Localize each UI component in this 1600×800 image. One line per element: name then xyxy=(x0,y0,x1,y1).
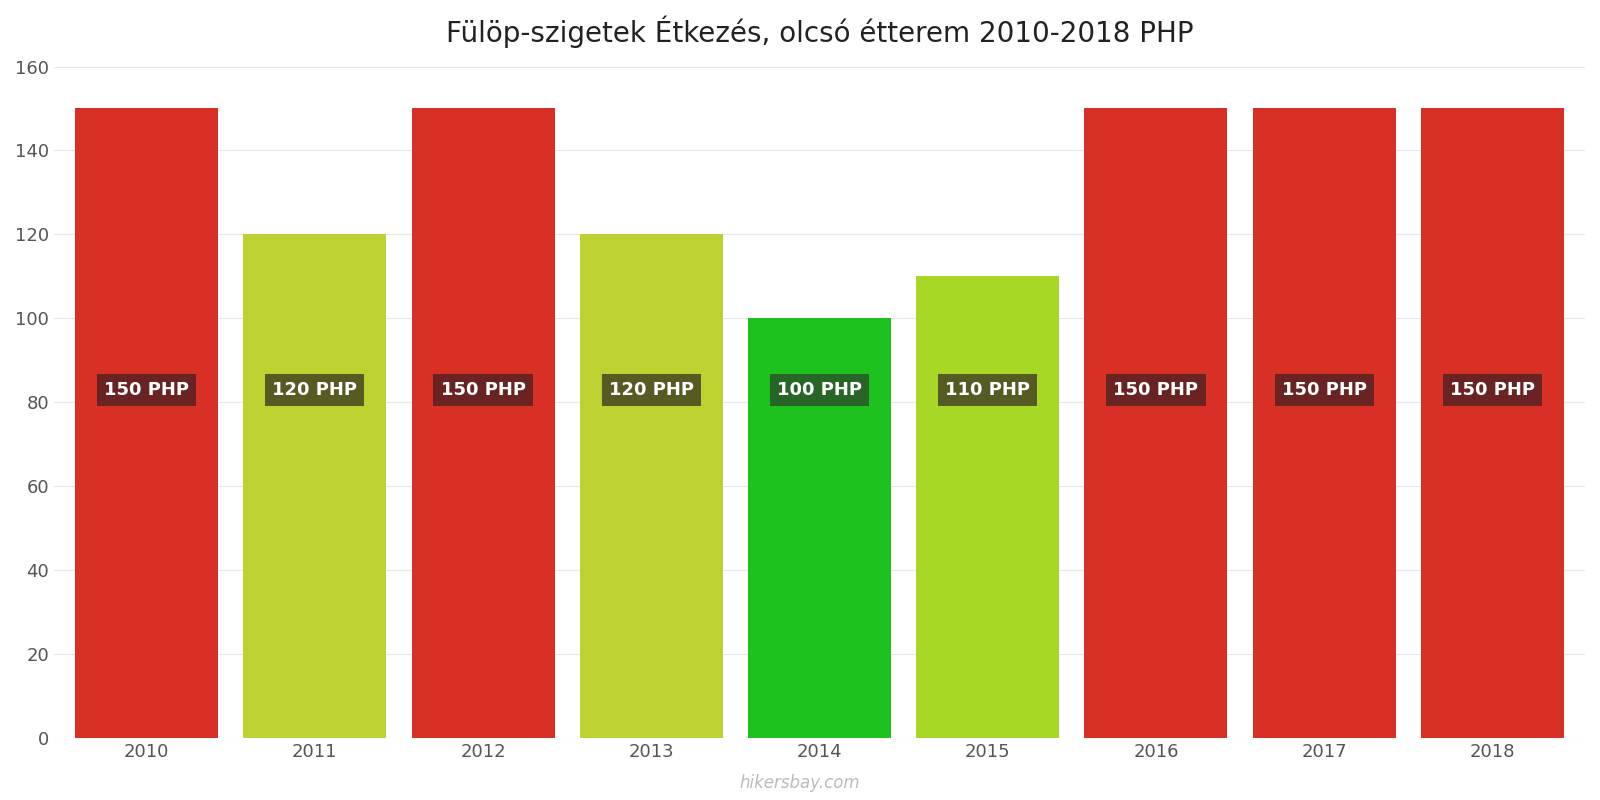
Text: 150 PHP: 150 PHP xyxy=(1114,381,1198,398)
Bar xyxy=(243,234,386,738)
Text: 150 PHP: 150 PHP xyxy=(1450,381,1534,398)
Bar xyxy=(579,234,723,738)
Bar xyxy=(411,109,555,738)
Text: 100 PHP: 100 PHP xyxy=(778,381,862,398)
Bar xyxy=(747,318,891,738)
Bar xyxy=(1085,109,1227,738)
Bar xyxy=(1421,109,1563,738)
Text: 150 PHP: 150 PHP xyxy=(104,381,189,398)
Text: 150 PHP: 150 PHP xyxy=(440,381,525,398)
Text: 110 PHP: 110 PHP xyxy=(946,381,1030,398)
Bar xyxy=(917,276,1059,738)
Text: 150 PHP: 150 PHP xyxy=(1282,381,1366,398)
Text: 120 PHP: 120 PHP xyxy=(272,381,357,398)
Bar xyxy=(1253,109,1395,738)
Bar xyxy=(75,109,218,738)
Text: 120 PHP: 120 PHP xyxy=(608,381,694,398)
Title: Fülöp-szigetek Étkezés, olcsó étterem 2010-2018 PHP: Fülöp-szigetek Étkezés, olcsó étterem 20… xyxy=(446,15,1194,47)
Text: hikersbay.com: hikersbay.com xyxy=(739,774,861,792)
